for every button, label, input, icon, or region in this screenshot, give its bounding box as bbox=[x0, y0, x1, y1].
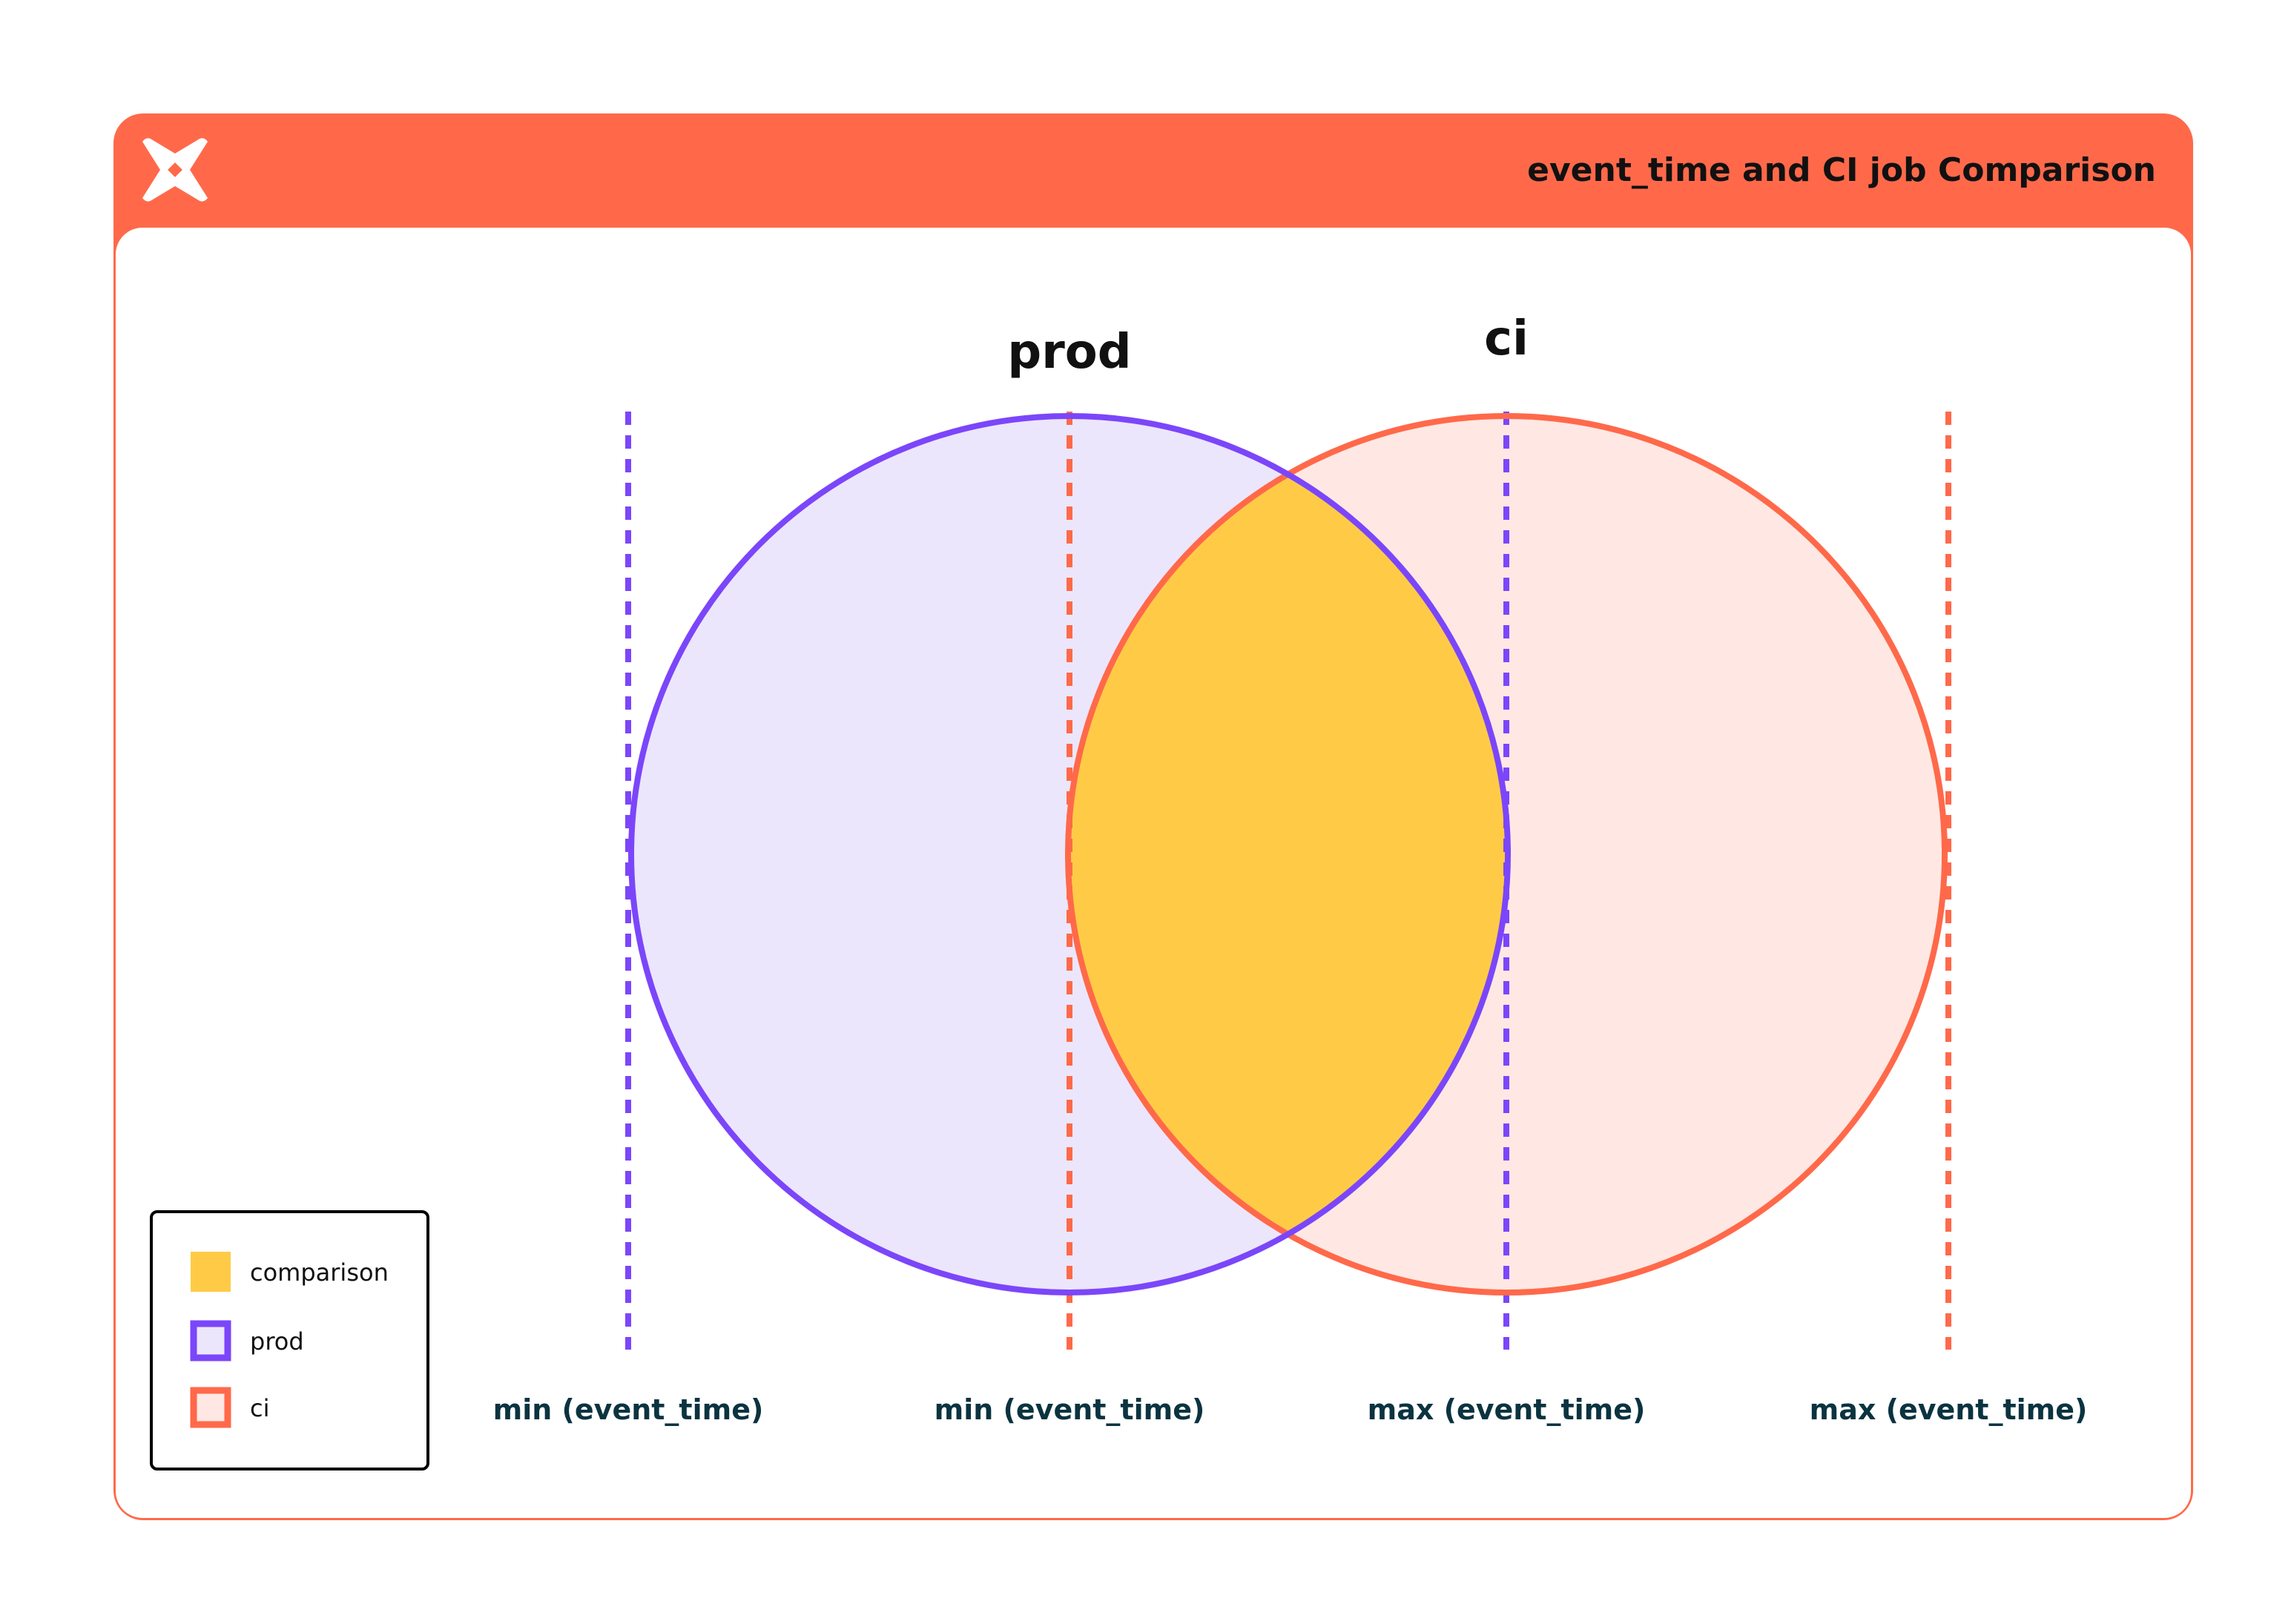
ci-max-label: max (event_time) bbox=[1810, 1393, 2088, 1426]
legend-item-ci: ci bbox=[190, 1387, 269, 1428]
header-title: event_time and CI job Comparison bbox=[1527, 151, 2156, 189]
legend: comparison prod ci bbox=[150, 1210, 429, 1470]
legend-swatch-ci bbox=[190, 1387, 231, 1428]
legend-label: prod bbox=[250, 1327, 304, 1356]
ci-set-label: ci bbox=[1484, 311, 1529, 366]
legend-label: ci bbox=[250, 1394, 269, 1422]
ci-min-label: min (event_time) bbox=[935, 1393, 1205, 1426]
prod-max-label: max (event_time) bbox=[1368, 1393, 1646, 1426]
dbt-logo-icon bbox=[142, 138, 208, 202]
prod-min-label: min (event_time) bbox=[493, 1393, 764, 1426]
ci-circle-outline bbox=[1065, 413, 1948, 1295]
legend-swatch-prod bbox=[190, 1320, 231, 1361]
legend-item-prod: prod bbox=[190, 1320, 304, 1361]
legend-label: comparison bbox=[250, 1258, 389, 1287]
header: event_time and CI job Comparison bbox=[142, 138, 2156, 202]
legend-item-comparison: comparison bbox=[191, 1252, 389, 1292]
legend-swatch-comparison bbox=[191, 1252, 231, 1292]
prod-circle-outline bbox=[628, 413, 1511, 1295]
prod-set-label: prod bbox=[1007, 325, 1131, 380]
